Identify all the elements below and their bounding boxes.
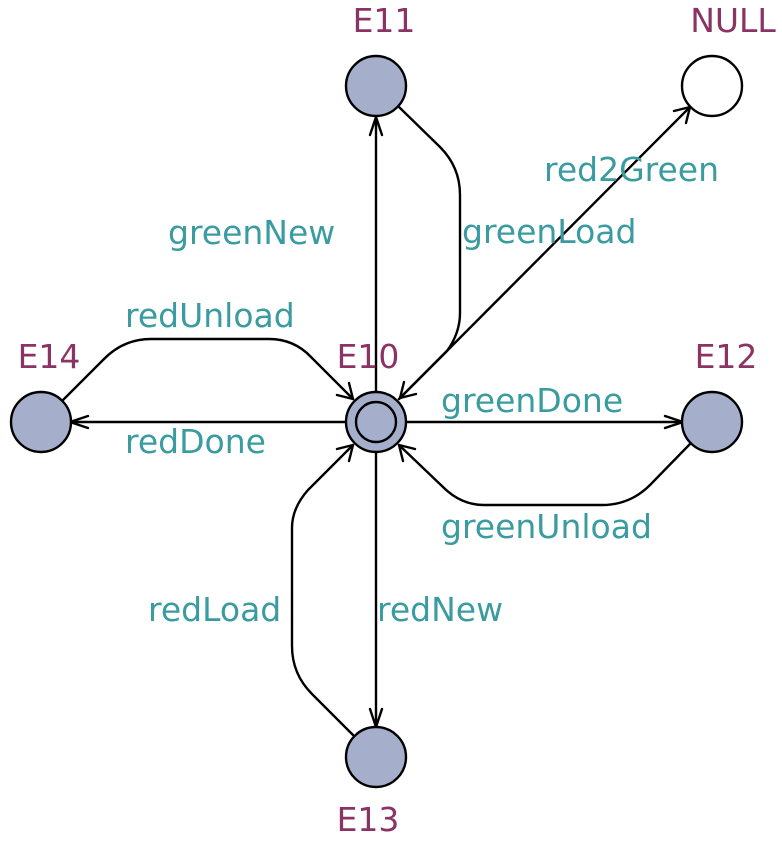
edge-redLoad — [290, 443, 355, 737]
transition-labels: red2Green greenNew greenLoad redUnload g… — [125, 150, 719, 629]
transition-label-greenDone: greenDone — [441, 381, 623, 420]
state-E10-initial-marker — [354, 400, 398, 444]
state-E12-circle — [680, 390, 744, 454]
state-labels: E11 NULL E14 E10 E12 E13 — [18, 1, 777, 839]
state-E10[interactable] — [344, 390, 408, 454]
arrowhead-greenUnload — [397, 443, 417, 463]
transition-label-redLoad: redLoad — [148, 590, 281, 629]
state-E11-circle — [344, 54, 408, 118]
transition-label-redUnload: redUnload — [125, 296, 295, 335]
state-E13[interactable] — [344, 725, 408, 789]
state-E14-circle — [9, 390, 73, 454]
state-label-E13: E13 — [337, 800, 400, 839]
transition-redLoad[interactable] — [290, 443, 355, 737]
arrowhead-redLoad — [335, 443, 355, 463]
states — [9, 54, 744, 789]
transition-greenLoad[interactable] — [397, 105, 462, 400]
state-E13-circle — [344, 725, 408, 789]
transition-greenUnload[interactable] — [397, 442, 692, 507]
state-label-E11: E11 — [353, 1, 416, 40]
transition-label-redNew: redNew — [377, 590, 503, 629]
arrowhead-redUnload — [335, 381, 355, 401]
edge-redUnload — [60, 337, 355, 403]
transition-redUnload[interactable] — [60, 337, 355, 403]
transition-label-greenLoad: greenLoad — [462, 212, 636, 251]
state-label-E10: E10 — [337, 337, 400, 376]
state-E14[interactable] — [9, 390, 73, 454]
edge-red2Green — [397, 105, 692, 401]
state-NULL[interactable] — [680, 54, 744, 118]
transitions — [60, 105, 692, 737]
transition-label-greenUnload: greenUnload — [441, 507, 652, 546]
state-E11[interactable] — [344, 54, 408, 118]
transition-label-greenNew: greenNew — [168, 213, 335, 252]
transition-label-redDone: redDone — [125, 422, 266, 461]
state-label-E12: E12 — [695, 337, 758, 376]
state-E12[interactable] — [680, 390, 744, 454]
edge-greenLoad — [397, 105, 462, 400]
transition-label-red2Green: red2Green — [544, 150, 719, 189]
state-label-E14: E14 — [18, 337, 81, 376]
state-NULL-circle — [680, 54, 744, 118]
state-label-NULL: NULL — [690, 1, 776, 40]
edge-greenUnload — [397, 442, 692, 507]
